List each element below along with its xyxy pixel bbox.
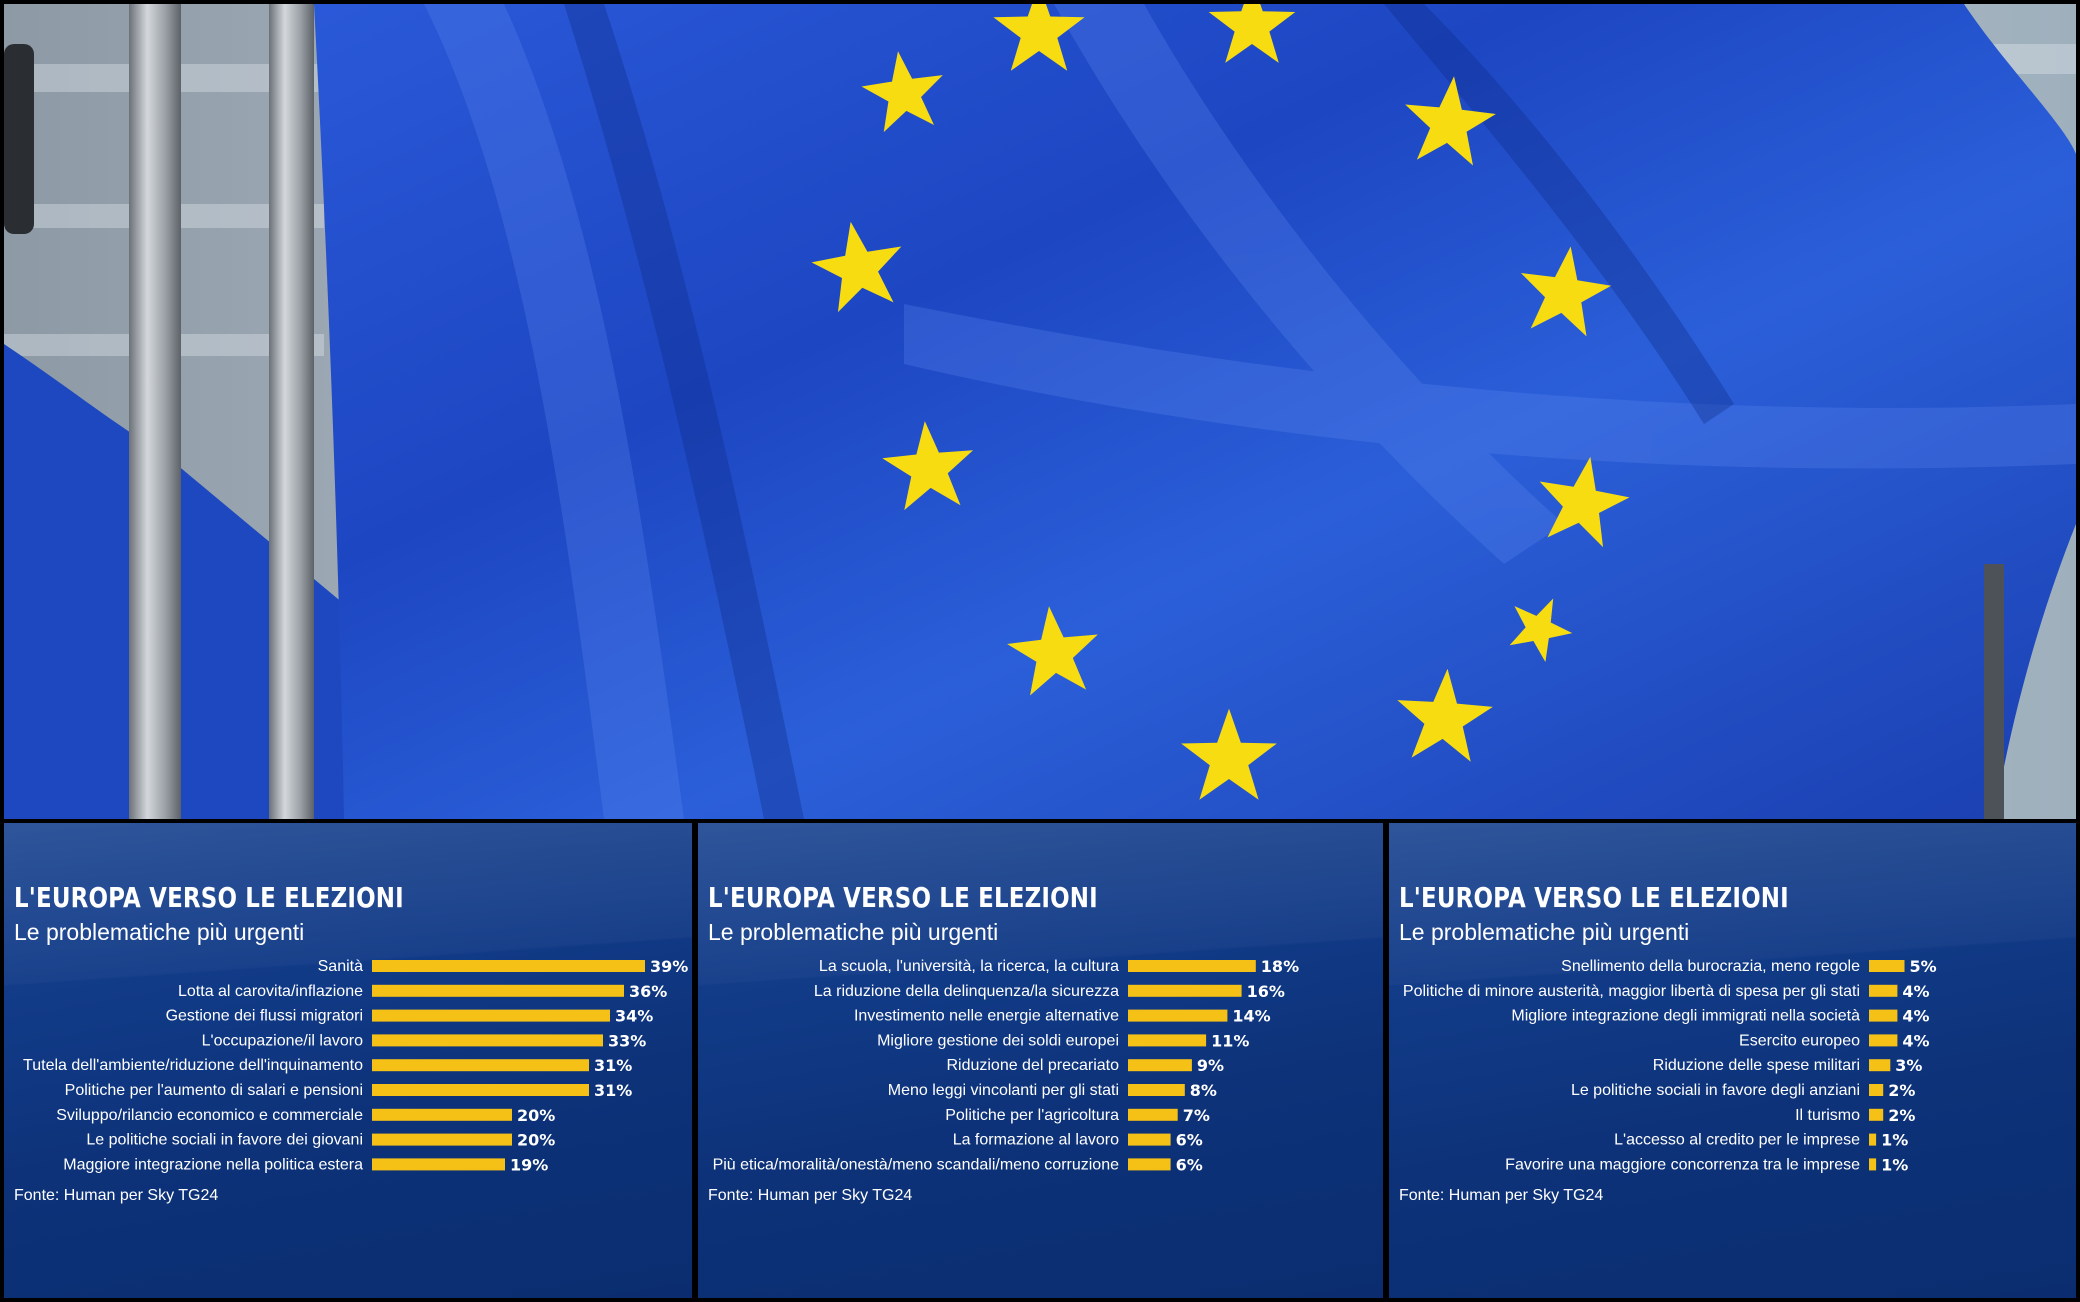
chart-panel-1: L'EUROPA VERSO LE ELEZIONI Le problemati…: [4, 823, 692, 1298]
bar: [372, 1133, 512, 1146]
bar: [372, 1158, 505, 1171]
bar: [372, 1084, 589, 1096]
category-label: La formazione al lavoro: [953, 1132, 1119, 1149]
category-label: Favorire una maggiore concorrenza tra le…: [1505, 1156, 1860, 1173]
category-label: Politiche per l'aumento di salari e pens…: [65, 1082, 363, 1099]
value-label: 34%: [615, 1007, 653, 1026]
bar: [1869, 1108, 1884, 1121]
eu-flag-photo: [4, 4, 2076, 819]
bar-chart-3: Snellimento della burocrazia, meno regol…: [1403, 957, 1937, 1174]
bar: [1128, 960, 1256, 972]
category-label: Politiche di minore austerità, maggior l…: [1403, 983, 1860, 1000]
category-label: La riduzione della delinquenza/la sicure…: [814, 983, 1119, 1000]
category-label: Gestione dei flussi migratori: [166, 1008, 363, 1025]
value-label: 8%: [1190, 1081, 1217, 1100]
chart-title: L'EUROPA VERSO LE ELEZIONI: [1399, 881, 1789, 914]
value-label: 16%: [1247, 982, 1285, 1001]
category-label: Migliore gestione dei soldi europei: [877, 1032, 1119, 1049]
bar: [1128, 1084, 1185, 1096]
value-label: 20%: [517, 1106, 555, 1125]
chart-title: L'EUROPA VERSO LE ELEZIONI: [14, 881, 404, 914]
bar: [1869, 984, 1898, 997]
chart-panel-3: L'EUROPA VERSO LE ELEZIONI Le problemati…: [1389, 823, 2076, 1298]
chart-subtitle: Le problematiche più urgenti: [708, 919, 999, 945]
chart-source: Fonte: Human per Sky TG24: [1399, 1187, 1604, 1204]
value-label: 20%: [517, 1131, 555, 1150]
value-label: 4%: [1902, 1031, 1929, 1050]
chart-subtitle: Le problematiche più urgenti: [1399, 919, 1690, 945]
value-label: 6%: [1176, 1155, 1203, 1174]
bar: [372, 1009, 610, 1022]
bar: [1128, 1108, 1178, 1121]
value-label: 7%: [1183, 1106, 1210, 1125]
bar: [372, 1059, 589, 1072]
bar: [1128, 1133, 1171, 1146]
bar: [1128, 1158, 1171, 1171]
chart-subtitle: Le problematiche più urgenti: [14, 919, 305, 945]
value-label: 14%: [1232, 1007, 1270, 1026]
bar: [1128, 1059, 1192, 1072]
chart-title: L'EUROPA VERSO LE ELEZIONI: [708, 881, 1098, 914]
category-label: La scuola, l'università, la ricerca, la …: [819, 958, 1119, 975]
value-label: 3%: [1895, 1056, 1922, 1075]
category-label: Tutela dell'ambiente/riduzione dell'inqu…: [23, 1057, 363, 1074]
category-label: Migliore integrazione degli immigrati ne…: [1511, 1008, 1860, 1025]
category-label: Sviluppo/rilancio economico e commercial…: [56, 1107, 363, 1124]
value-label: 11%: [1211, 1031, 1249, 1050]
category-label: Maggiore integrazione nella politica est…: [63, 1156, 363, 1173]
value-label: 31%: [594, 1081, 632, 1100]
value-label: 39%: [650, 957, 688, 976]
category-label: Il turismo: [1795, 1107, 1860, 1124]
bar: [1869, 1034, 1898, 1047]
value-label: 2%: [1888, 1106, 1915, 1125]
category-label: Riduzione delle spese militari: [1653, 1057, 1860, 1074]
bar-chart-1: Sanità 39% Lotta al carovita/inflazione 36%…: [23, 957, 688, 1174]
bar: [1869, 1158, 1877, 1171]
bar: [372, 960, 645, 972]
category-label: L'accesso al credito per le imprese: [1614, 1132, 1860, 1149]
value-label: 18%: [1261, 957, 1299, 976]
category-label: Investimento nelle energie alternative: [854, 1008, 1119, 1025]
value-label: 1%: [1881, 1131, 1908, 1150]
bar: [1869, 1084, 1884, 1096]
bar: [1128, 984, 1242, 997]
value-label: 19%: [510, 1155, 548, 1174]
category-label: Le politiche sociali in favore degli anz…: [1571, 1082, 1860, 1099]
category-label: Le politiche sociali in favore dei giova…: [86, 1132, 363, 1149]
chart-source: Fonte: Human per Sky TG24: [14, 1187, 219, 1204]
value-label: 33%: [608, 1031, 646, 1050]
bar: [1869, 960, 1905, 972]
category-label: Più etica/moralità/onestà/meno scandali/…: [713, 1156, 1120, 1173]
value-label: 36%: [629, 982, 667, 1001]
bar: [1869, 1059, 1891, 1072]
category-label: Politiche per l'agricoltura: [945, 1107, 1119, 1124]
bar: [372, 1108, 512, 1121]
bar-chart-2: La scuola, l'università, la ricerca, la …: [713, 957, 1300, 1174]
bar: [1869, 1009, 1898, 1022]
category-label: Snellimento della burocrazia, meno regol…: [1561, 958, 1860, 975]
value-label: 2%: [1888, 1081, 1915, 1100]
value-label: 4%: [1902, 982, 1929, 1001]
value-label: 9%: [1197, 1056, 1224, 1075]
bar: [1869, 1133, 1877, 1146]
category-label: Riduzione del precariato: [946, 1057, 1119, 1074]
bar: [1128, 1009, 1228, 1022]
value-label: 31%: [594, 1056, 632, 1075]
category-label: Lotta al carovita/inflazione: [178, 983, 363, 1000]
chart-panel-2: L'EUROPA VERSO LE ELEZIONI Le problemati…: [698, 823, 1383, 1298]
bar: [1128, 1034, 1207, 1047]
value-label: 5%: [1910, 957, 1937, 976]
category-label: L'occupazione/il lavoro: [202, 1032, 363, 1049]
value-label: 4%: [1902, 1007, 1929, 1026]
value-label: 1%: [1881, 1155, 1908, 1174]
chart-source: Fonte: Human per Sky TG24: [708, 1187, 913, 1204]
category-label: Esercito europeo: [1739, 1032, 1860, 1049]
value-label: 6%: [1176, 1131, 1203, 1150]
category-label: Meno leggi vincolanti per gli stati: [888, 1082, 1119, 1099]
category-label: Sanità: [318, 958, 363, 975]
bar: [372, 1034, 603, 1047]
bar: [372, 984, 624, 997]
